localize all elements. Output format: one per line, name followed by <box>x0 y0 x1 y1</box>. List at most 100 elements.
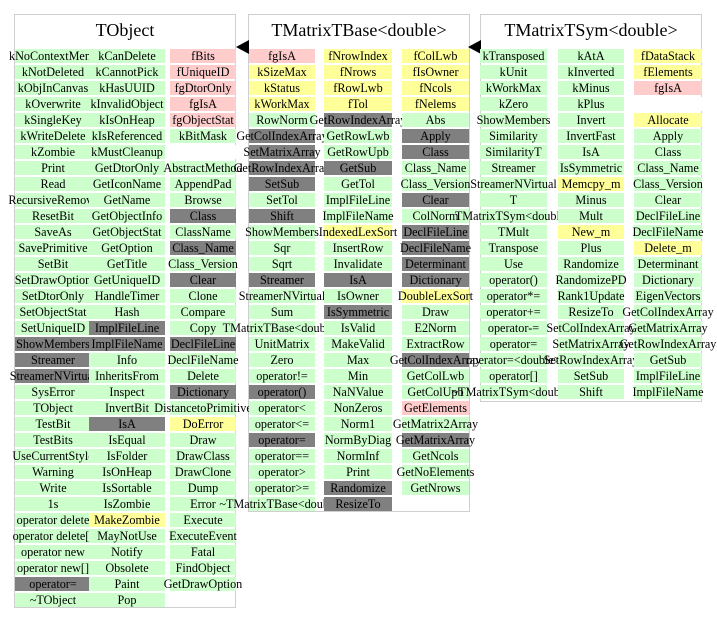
class-member[interactable]: Class_Version <box>168 257 238 271</box>
class-member[interactable]: SetTol <box>249 193 315 207</box>
class-member[interactable]: SavePrimitive <box>15 241 91 255</box>
class-member[interactable]: Memcpy_m <box>558 177 624 191</box>
class-member[interactable]: Minus <box>558 193 624 207</box>
class-member[interactable]: GetDtorOnly <box>89 161 165 175</box>
class-member[interactable]: operator-= <box>480 321 547 335</box>
class-member[interactable]: DeclFileName <box>632 225 704 239</box>
class-member[interactable]: kAtA <box>558 49 624 63</box>
class-member[interactable]: NaNValue <box>324 385 392 399</box>
class-member[interactable]: ShowMembers <box>15 337 91 351</box>
class-member[interactable]: GetRowUpb <box>324 145 392 159</box>
class-member[interactable]: ColNorm <box>402 209 469 223</box>
class-member[interactable]: StreamerNVirtual <box>239 289 325 303</box>
class-member[interactable]: Draw <box>402 305 469 319</box>
class-member[interactable]: HandleTimer <box>89 289 165 303</box>
class-member[interactable]: Mult <box>558 209 624 223</box>
class-member[interactable]: UnitMatrix <box>249 337 315 351</box>
class-member[interactable]: ImplFileLine <box>324 193 392 207</box>
class-member[interactable]: ExtractRow <box>402 337 469 351</box>
class-member[interactable]: SimilarityT <box>480 145 547 159</box>
class-member[interactable]: SetUniqueID <box>15 321 91 335</box>
class-member[interactable]: E2Norm <box>402 321 469 335</box>
class-member[interactable]: Fatal <box>170 545 236 559</box>
class-member[interactable]: Use <box>480 257 547 271</box>
class-member[interactable]: Pop <box>89 593 165 607</box>
class-member[interactable]: GetUniqueID <box>89 273 165 287</box>
class-member[interactable]: kCanDelete <box>89 49 165 63</box>
class-member[interactable]: GetObjectInfo <box>89 209 165 223</box>
class-member[interactable]: Info <box>89 353 165 367</box>
class-member[interactable]: Print <box>15 161 91 175</box>
class-member[interactable]: IsEqual <box>89 433 165 447</box>
class-member[interactable]: DeclFileName <box>167 353 239 367</box>
class-member[interactable]: Plus <box>558 241 624 255</box>
class-member[interactable]: fDataStack <box>634 49 702 63</box>
class-member[interactable]: kSizeMax <box>249 65 315 79</box>
class-member[interactable]: Abs <box>402 113 469 127</box>
class-member[interactable]: Sqr <box>249 241 315 255</box>
class-member[interactable]: IsSymmetric <box>558 161 624 175</box>
class-member[interactable]: Sum <box>249 305 315 319</box>
class-member[interactable]: fgIsA <box>170 97 236 111</box>
class-member[interactable]: StreamerNVirtual <box>10 369 96 383</box>
class-member[interactable]: Min <box>324 369 392 383</box>
class-member[interactable]: Notify <box>89 545 165 559</box>
class-member[interactable]: Read <box>15 177 91 191</box>
class-member[interactable]: T <box>480 193 547 207</box>
class-member[interactable]: SetBit <box>15 257 91 271</box>
class-member[interactable]: kNoContextMenu <box>9 49 97 63</box>
class-member[interactable]: Dictionary <box>402 273 469 287</box>
class-member[interactable]: GetRowIndexArray <box>620 337 716 351</box>
class-member[interactable]: operator<= <box>249 417 315 431</box>
class-member[interactable]: Warning <box>15 465 91 479</box>
class-member[interactable]: IsA <box>558 145 624 159</box>
class-member[interactable]: TObject <box>15 401 91 415</box>
class-member[interactable]: fRowLwb <box>324 81 392 95</box>
class-member[interactable]: Dictionary <box>634 273 702 287</box>
class-member[interactable]: fUniqueID <box>170 65 236 79</box>
class-member[interactable]: Class_Name <box>170 241 236 255</box>
class-member[interactable]: operator!= <box>249 369 315 383</box>
class-member[interactable] <box>634 97 702 111</box>
class-member[interactable]: Browse <box>170 193 236 207</box>
class-member[interactable]: GetTol <box>324 177 392 191</box>
class-member[interactable]: kWorkMax <box>480 81 547 95</box>
class-member[interactable]: Shift <box>249 209 315 223</box>
class-member[interactable]: GetMatrix2Array <box>393 417 478 431</box>
class-member[interactable]: Transpose <box>480 241 547 255</box>
class-member[interactable]: Invert <box>558 113 624 127</box>
class-member[interactable]: GetObjectStat <box>89 225 165 239</box>
class-member[interactable]: fgDtorOnly <box>170 81 236 95</box>
class-member[interactable]: ShowMembers <box>245 225 319 239</box>
class-member[interactable]: Class <box>634 145 702 159</box>
class-member[interactable] <box>170 145 236 159</box>
class-member[interactable]: IsZombie <box>89 497 165 511</box>
class-member[interactable]: ~TObject <box>15 593 91 607</box>
class-member[interactable]: Norm1 <box>324 417 392 431</box>
class-member[interactable]: IsA <box>324 273 392 287</box>
class-member[interactable]: kZombie <box>15 145 91 159</box>
class-member[interactable]: GetColLwb <box>402 369 469 383</box>
class-member[interactable]: GetSub <box>634 353 702 367</box>
class-member[interactable]: kCannotPick <box>89 65 165 79</box>
class-member[interactable]: kMustCleanup <box>89 145 165 159</box>
class-member[interactable]: GetRowIndexArray <box>234 161 330 175</box>
class-member[interactable]: kInvalidObject <box>89 97 165 111</box>
class-member[interactable]: RandomizePD <box>555 273 627 287</box>
class-member[interactable]: InvertBit <box>89 401 165 415</box>
class-member[interactable]: operator delete[] <box>13 529 93 543</box>
class-member[interactable]: ShowMembers <box>477 113 550 127</box>
class-member[interactable]: DrawClone <box>170 465 236 479</box>
class-member[interactable]: ~TMatrixTSym<double> <box>452 385 575 399</box>
class-member[interactable]: kWorkMax <box>249 97 315 111</box>
class-member[interactable]: NormByDiag <box>324 433 392 447</box>
class-member[interactable]: Clear <box>402 193 469 207</box>
class-member[interactable]: GetDrawOption <box>164 577 242 591</box>
class-member[interactable]: IndexedLexSort <box>319 225 397 239</box>
class-member[interactable]: StreamerNVirtual <box>470 177 557 191</box>
class-member[interactable]: TMatrixTBase<double> <box>223 321 341 335</box>
class-member[interactable]: fNelems <box>402 97 469 111</box>
class-member[interactable]: DeclFileLine <box>402 225 469 239</box>
class-member[interactable]: Class <box>170 209 236 223</box>
class-member[interactable]: IsFolder <box>89 449 165 463</box>
